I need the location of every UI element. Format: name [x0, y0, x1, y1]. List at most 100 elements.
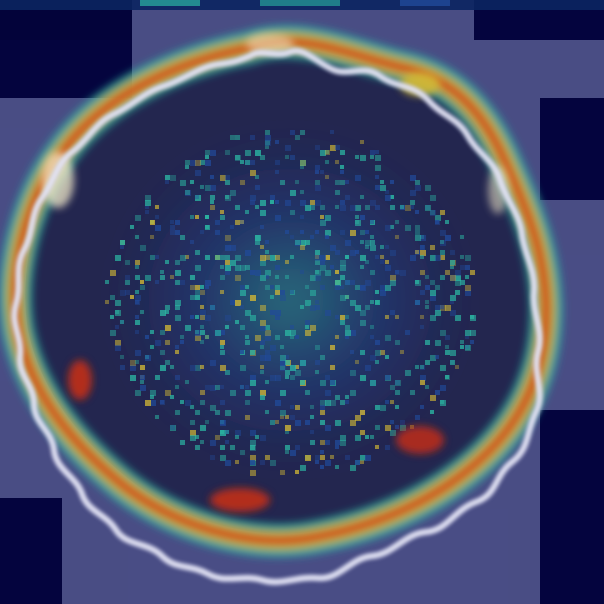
- heat-pixel: [210, 440, 216, 446]
- heat-pixel: [245, 340, 250, 345]
- heat-pixel: [265, 145, 269, 149]
- heat-pixel: [370, 270, 375, 275]
- heat-pixel: [195, 195, 199, 199]
- heat-pixel: [180, 440, 185, 445]
- heat-pixel: [420, 365, 425, 370]
- heat-pixel: [135, 290, 139, 294]
- heat-pixel: [340, 315, 345, 320]
- heat-pixel: [285, 375, 289, 379]
- heat-pixel: [280, 410, 286, 416]
- heat-pixel: [205, 285, 209, 289]
- heat-pixel: [370, 325, 374, 329]
- heat-pixel: [190, 160, 196, 166]
- heat-pixel: [240, 220, 244, 224]
- heat-pixel: [330, 455, 334, 459]
- heat-pixel: [280, 290, 285, 295]
- heat-pixel: [335, 285, 340, 290]
- heat-pixel: [260, 395, 265, 400]
- heat-pixel: [460, 265, 465, 270]
- heat-pixel: [465, 290, 471, 296]
- heat-pixel: [465, 265, 470, 270]
- heat-pixel: [140, 285, 145, 290]
- heat-pixel: [260, 305, 266, 311]
- heat-pixel: [340, 230, 345, 235]
- heat-pixel: [300, 230, 304, 234]
- heat-pixel: [245, 250, 251, 256]
- heat-pixel: [240, 285, 245, 290]
- heat-pixel: [165, 175, 170, 180]
- heat-pixel: [335, 160, 339, 164]
- heat-pixel: [370, 435, 374, 439]
- heat-pixel: [175, 375, 180, 380]
- heat-pixel: [205, 420, 209, 424]
- heat-pixel: [435, 285, 440, 290]
- heat-pixel: [135, 390, 141, 396]
- heat-pixel: [270, 310, 275, 315]
- heat-pixel: [360, 230, 365, 235]
- heat-pixel: [445, 235, 451, 241]
- heat-pixel: [320, 450, 324, 454]
- heat-pixel: [430, 245, 435, 250]
- heat-pixel: [140, 280, 144, 284]
- heat-pixel: [175, 220, 180, 225]
- heat-pixel: [305, 330, 311, 336]
- heat-pixel: [465, 330, 471, 336]
- heat-pixel: [345, 180, 349, 184]
- heat-pixel: [200, 400, 205, 405]
- heat-pixel: [325, 270, 331, 276]
- heat-pixel: [120, 365, 125, 370]
- heat-pixel: [355, 415, 361, 421]
- heat-pixel: [190, 405, 194, 409]
- heat-pixel: [235, 255, 241, 261]
- heat-pixel: [465, 335, 469, 339]
- heat-pixel: [235, 135, 240, 140]
- heat-pixel: [275, 200, 279, 204]
- heat-pixel: [140, 380, 144, 384]
- heat-pixel: [470, 330, 476, 336]
- heat-pixel: [300, 165, 304, 169]
- heat-pixel: [235, 320, 239, 324]
- heat-pixel: [335, 465, 339, 469]
- heat-pixel: [260, 325, 266, 331]
- heat-pixel: [145, 400, 151, 406]
- heat-pixel: [275, 255, 280, 260]
- heat-pixel: [200, 340, 204, 344]
- heat-pixel: [370, 300, 374, 304]
- heat-pixel: [225, 265, 231, 271]
- heat-pixel: [365, 205, 370, 210]
- heat-pixel: [305, 390, 310, 395]
- heat-pixel: [285, 145, 291, 151]
- central-heat-speckles: [105, 130, 476, 476]
- heat-pixel: [415, 230, 420, 235]
- heat-pixel: [260, 365, 264, 369]
- heat-pixel: [325, 215, 331, 221]
- heat-pixel: [390, 195, 394, 199]
- heat-pixel: [220, 345, 224, 349]
- heat-pixel: [415, 300, 420, 305]
- heat-pixel: [115, 340, 121, 346]
- heat-pixel: [295, 240, 300, 245]
- heat-pixel: [285, 355, 289, 359]
- heat-pixel: [240, 290, 246, 296]
- heat-pixel: [160, 270, 164, 274]
- heat-pixel: [325, 150, 329, 154]
- heat-pixel: [285, 445, 290, 450]
- heat-pixel: [260, 355, 266, 361]
- heat-pixel: [235, 430, 241, 436]
- heat-pixel: [315, 270, 319, 274]
- heat-pixel: [160, 350, 165, 355]
- heat-pixel: [320, 405, 325, 410]
- heat-pixel: [385, 285, 391, 291]
- heat-pixel: [155, 415, 159, 419]
- heat-pixel: [355, 360, 359, 364]
- heat-pixel: [395, 380, 400, 385]
- heat-pixel: [120, 355, 124, 359]
- ring-hotspots: [42, 34, 508, 512]
- heat-pixel: [195, 365, 201, 371]
- heat-pixel: [235, 435, 239, 439]
- heat-pixel: [310, 275, 316, 281]
- heat-pixel: [280, 365, 286, 371]
- heat-pixel: [145, 355, 151, 361]
